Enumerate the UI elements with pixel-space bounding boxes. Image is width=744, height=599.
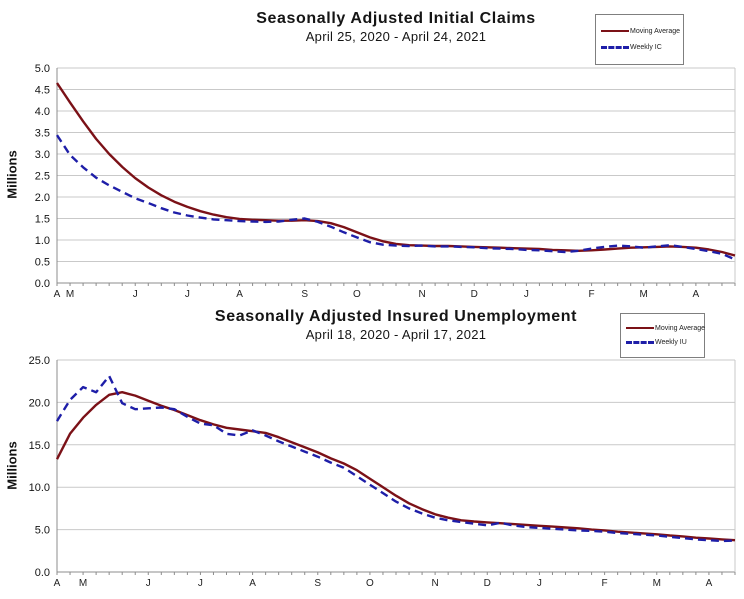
initial-claims-chart: Seasonally Adjusted Initial Claims April… bbox=[5, 10, 736, 300]
svg-text:J: J bbox=[146, 578, 151, 589]
svg-text:J: J bbox=[198, 578, 203, 589]
legend-label: Moving Average bbox=[630, 27, 681, 35]
insured-unemployment-chart: Seasonally Adjusted Insured Unemployment… bbox=[0, 300, 744, 599]
svg-text:J: J bbox=[524, 289, 529, 300]
insured-unemployment-title-block: Seasonally Adjusted Insured Unemployment… bbox=[57, 308, 735, 342]
chart-title: Seasonally Adjusted Initial Claims bbox=[256, 10, 536, 27]
legend-item-weekly-iu: Weekly IU bbox=[626, 339, 699, 346]
legend-item-moving-average: Moving Average bbox=[601, 27, 681, 35]
svg-text:M: M bbox=[66, 289, 74, 300]
chart-subtitle: April 18, 2020 - April 17, 2021 bbox=[305, 327, 487, 342]
svg-text:1.5: 1.5 bbox=[35, 214, 50, 226]
legend-label: Weekly IU bbox=[655, 339, 687, 347]
svg-text:1.0: 1.0 bbox=[35, 235, 50, 247]
svg-text:F: F bbox=[602, 578, 608, 589]
svg-text:2.0: 2.0 bbox=[35, 192, 50, 204]
plot-area: 0.00.51.01.52.02.53.03.54.04.55.0A M J J A S O… bbox=[35, 63, 736, 300]
svg-text:A: A bbox=[54, 578, 61, 589]
svg-text:A: A bbox=[706, 578, 713, 589]
svg-text:0.0: 0.0 bbox=[35, 278, 50, 290]
weekly-iu-line-sample bbox=[626, 341, 654, 345]
chart-subtitle: April 25, 2020 - April 24, 2021 bbox=[305, 29, 487, 44]
svg-text:S: S bbox=[314, 578, 321, 589]
svg-text:3.0: 3.0 bbox=[35, 149, 50, 161]
legend-item-weekly-ic: Weekly IC bbox=[601, 44, 678, 51]
svg-text:A: A bbox=[54, 289, 61, 300]
weekly-ic-line-sample bbox=[601, 46, 629, 50]
svg-text:N: N bbox=[418, 289, 425, 300]
legend-label: Weekly IC bbox=[630, 44, 662, 52]
svg-text:5.0: 5.0 bbox=[35, 63, 50, 75]
svg-text:5.0: 5.0 bbox=[35, 525, 50, 537]
legend-label: Moving Average bbox=[655, 324, 706, 332]
svg-text:10.0: 10.0 bbox=[29, 482, 50, 494]
moving-average-line-sample bbox=[601, 30, 629, 33]
legend-item-moving-average: Moving Average bbox=[626, 325, 705, 332]
legend: Moving Average Weekly IU bbox=[620, 313, 705, 358]
svg-text:0.0: 0.0 bbox=[35, 567, 50, 579]
svg-text:J: J bbox=[537, 578, 542, 589]
svg-text:O: O bbox=[366, 578, 374, 589]
svg-text:D: D bbox=[484, 578, 491, 589]
svg-text:N: N bbox=[431, 578, 438, 589]
svg-text:O: O bbox=[353, 289, 361, 300]
svg-text:M: M bbox=[653, 578, 661, 589]
svg-text:A: A bbox=[693, 289, 700, 300]
svg-text:J: J bbox=[133, 289, 138, 300]
svg-text:S: S bbox=[301, 289, 308, 300]
legend: Moving Average Weekly IC bbox=[595, 14, 684, 65]
svg-text:A: A bbox=[249, 578, 256, 589]
svg-text:F: F bbox=[589, 289, 595, 300]
svg-text:0.5: 0.5 bbox=[35, 257, 50, 269]
svg-text:A: A bbox=[236, 289, 243, 300]
plot-area: 0.0 5.0 10.0 15.0 20.0 25.0 A M J J A S O N D J F M A bbox=[29, 355, 736, 589]
initial-claims-title-block: Seasonally Adjusted Initial Claims April… bbox=[57, 10, 735, 44]
svg-text:4.5: 4.5 bbox=[35, 85, 50, 97]
svg-text:4.0: 4.0 bbox=[35, 106, 50, 118]
svg-text:25.0: 25.0 bbox=[29, 355, 50, 367]
svg-text:20.0: 20.0 bbox=[29, 397, 50, 409]
chart-title: Seasonally Adjusted Insured Unemployment bbox=[214, 308, 578, 325]
moving-average-line-sample bbox=[626, 327, 654, 330]
svg-text:3.5: 3.5 bbox=[35, 128, 50, 140]
svg-text:J: J bbox=[185, 289, 190, 300]
svg-text:M: M bbox=[640, 289, 648, 300]
svg-text:2.5: 2.5 bbox=[35, 171, 50, 183]
svg-text:15.0: 15.0 bbox=[29, 440, 50, 452]
svg-text:M: M bbox=[79, 578, 87, 589]
svg-text:D: D bbox=[471, 289, 478, 300]
